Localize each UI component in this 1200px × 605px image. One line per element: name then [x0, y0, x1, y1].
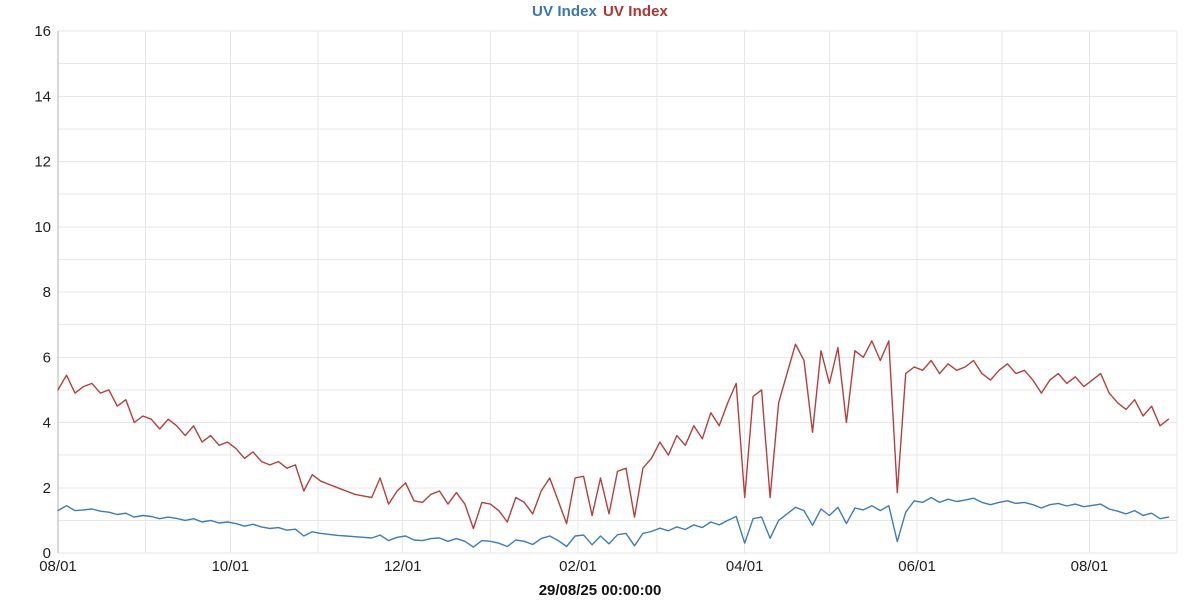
uv-index-line-blue — [57, 496, 1170, 548]
y-tick-label: 6 — [43, 349, 51, 366]
timestamp-label: 29/08/25 00:00:00 — [538, 582, 662, 599]
y-tick-label: 0 — [43, 545, 51, 562]
y-tick-label: 2 — [43, 480, 51, 497]
x-tick-label: 12/01 — [384, 558, 422, 575]
y-tick-label: 10 — [34, 219, 51, 236]
y-tick-label: 14 — [34, 88, 51, 105]
chart-title: UV Index UV Index — [0, 3, 1200, 20]
x-tick-label: 02/01 — [559, 558, 597, 575]
uv-index-line-red — [57, 340, 1170, 530]
y-tick-label: 12 — [34, 154, 51, 171]
y-tick-label: 4 — [43, 415, 51, 432]
x-tick-label: 08/01 — [39, 558, 77, 575]
x-tick-label: 08/01 — [1071, 558, 1109, 575]
legend-entry-red: UV Index — [603, 3, 668, 20]
y-tick-label: 16 — [34, 23, 51, 40]
y-tick-label: 8 — [43, 284, 51, 301]
x-tick-label: 04/01 — [726, 558, 764, 575]
x-tick-label: 10/01 — [212, 558, 250, 575]
plot-area[interactable] — [58, 31, 1177, 553]
x-tick-label: 06/01 — [898, 558, 936, 575]
legend-entry-blue: UV Index — [532, 3, 597, 20]
